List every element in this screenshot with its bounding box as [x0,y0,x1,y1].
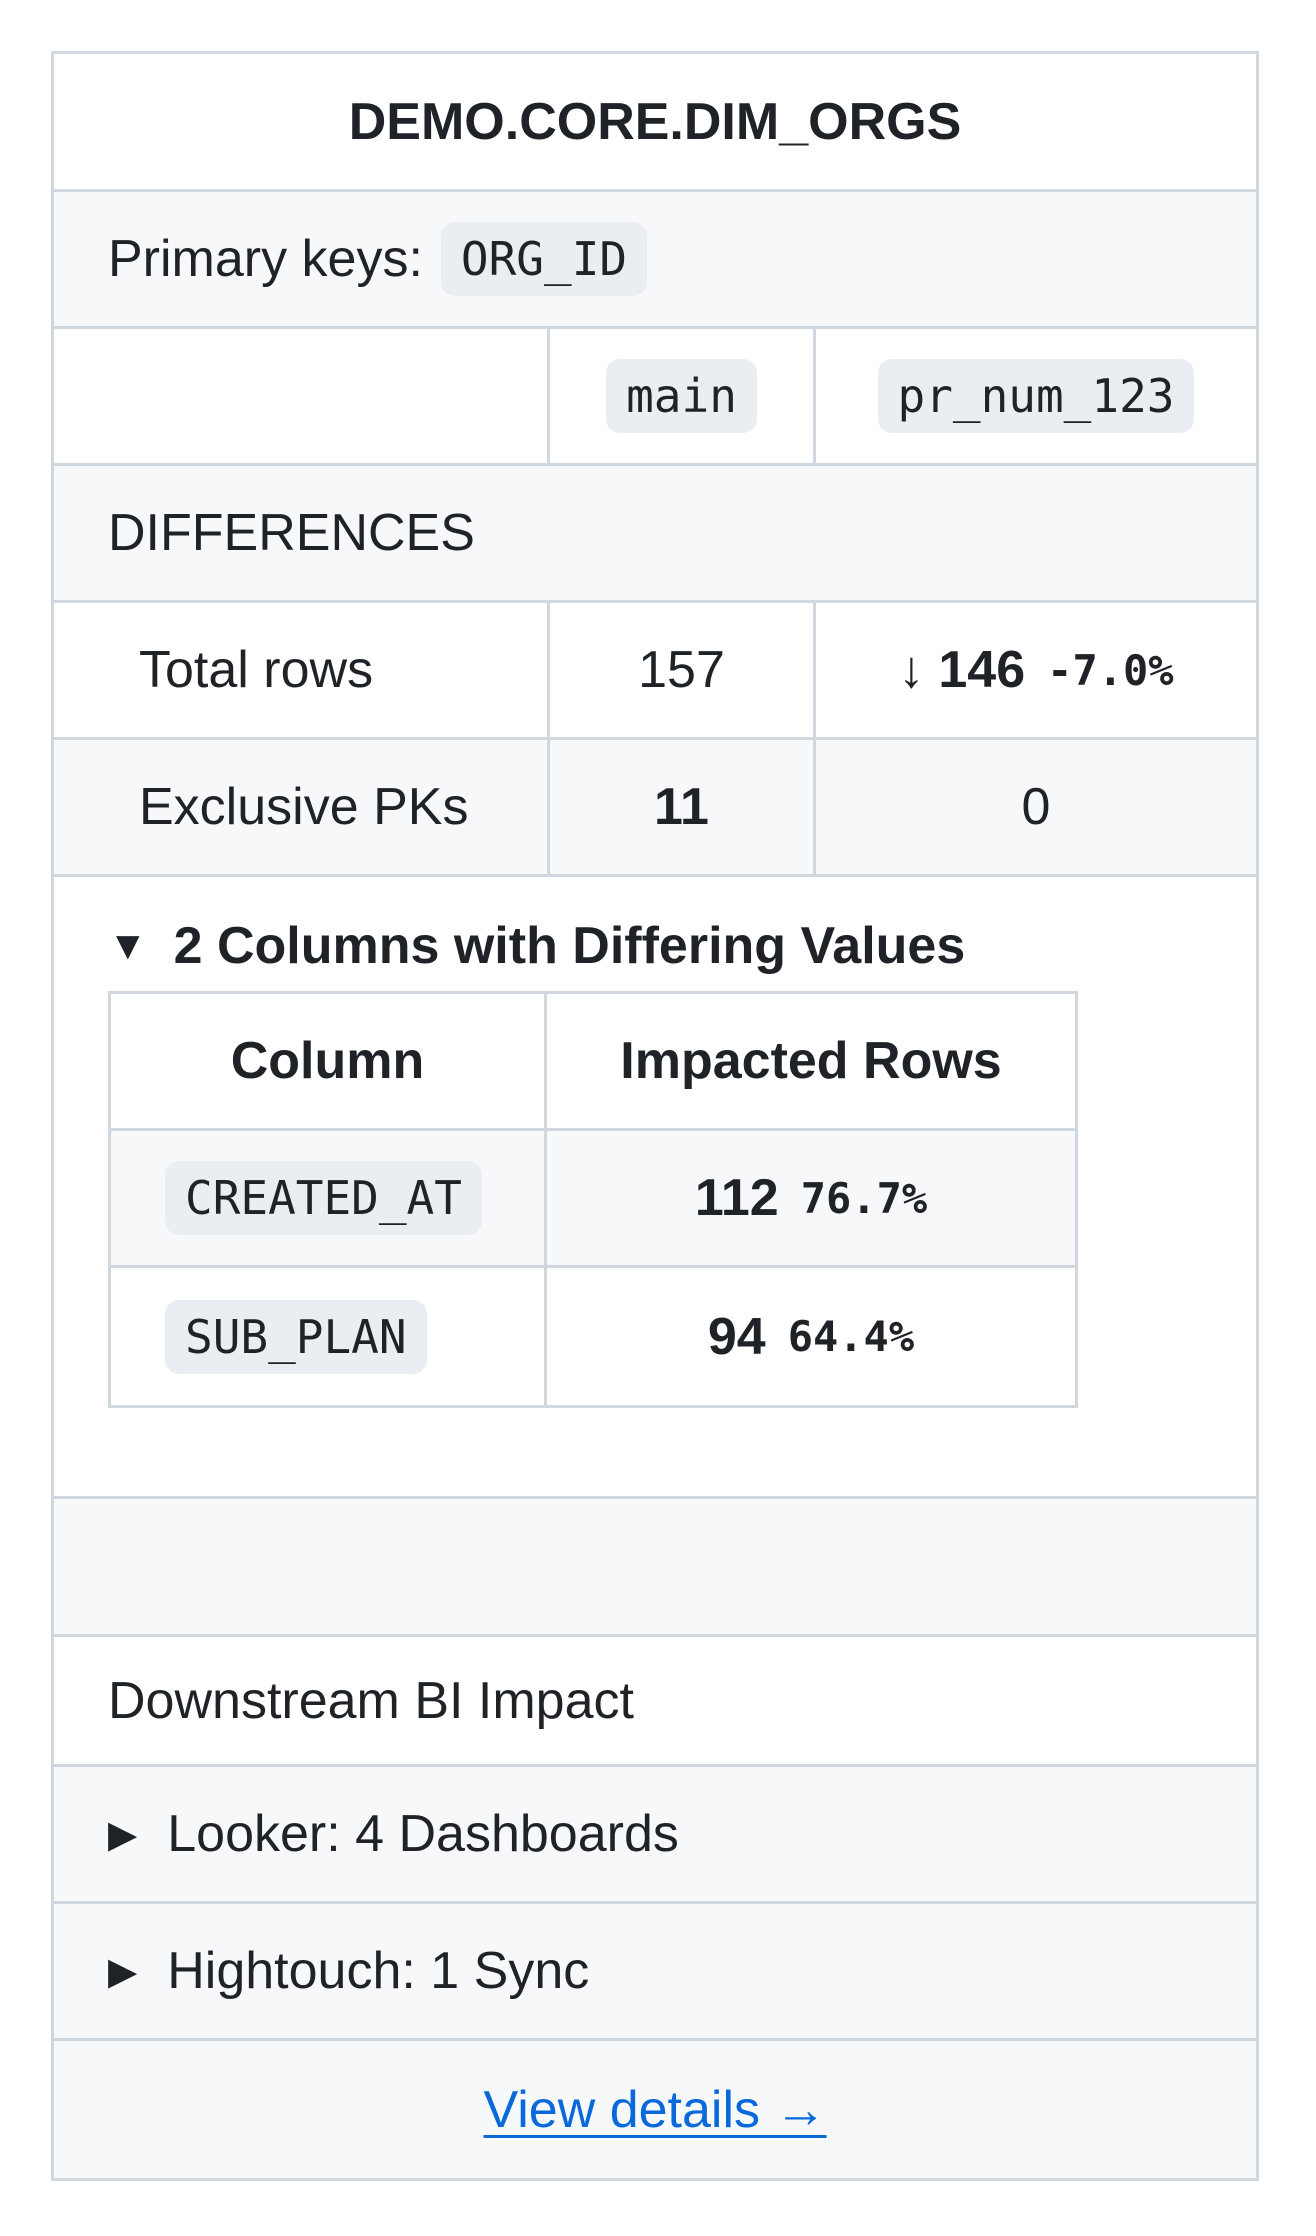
compare-branch-cell: pr_num_123 [816,329,1256,463]
total-rows-label: Total rows [54,603,550,737]
exclusive-pks-base: 11 [550,740,816,874]
compare-branch-code: pr_num_123 [877,359,1195,433]
branch-header-row: main pr_num_123 [54,329,1256,466]
column-name-cell: CREATED_AT [111,1131,547,1265]
impacted-count: 94 [707,1307,766,1366]
spacer-row [54,1499,1256,1637]
total-rows-row: Total rows 157 ↓ 146 -7.0% [54,603,1256,740]
columns-summary-toggle[interactable]: ▼ 2 Columns with Differing Values [108,911,1256,981]
impacted-rows-header: Impacted Rows [620,1032,1002,1090]
impacted-percent: 76.7% [800,1173,928,1223]
table-row: SUB_PLAN 94 64.4% [111,1268,1075,1405]
diff-summary-card: DEMO.CORE.DIM_ORGS Primary keys: ORG_ID … [51,51,1259,2181]
column-header: Column [111,994,547,1128]
looker-label: Looker: 4 Dashboards [167,1805,679,1863]
exclusive-pks-row: Exclusive PKs 11 0 [54,740,1256,877]
exclusive-pks-label: Exclusive PKs [54,740,550,874]
triangle-right-icon: ▶ [108,1950,138,1993]
column-name-code: SUB_PLAN [165,1299,427,1374]
base-branch-code: main [606,359,757,433]
triangle-right-icon: ▶ [108,1813,138,1856]
total-rows-base: 157 [550,603,816,737]
impacted-rows-cell: 112 76.7% [547,1131,1075,1265]
exclusive-pks-compare: 0 [1021,778,1051,836]
table-title-row: DEMO.CORE.DIM_ORGS [54,54,1256,192]
impacted-percent: 64.4% [787,1312,915,1361]
hightouch-expander[interactable]: ▶ Hightouch: 1 Sync [54,1904,1256,2041]
columns-section: ▼ 2 Columns with Differing Values Column… [54,877,1256,1499]
total-rows-delta: -7.0% [1047,645,1174,695]
differing-columns-table: Column Impacted Rows CREATED_AT 112 76.7… [108,991,1078,1408]
impacted-count: 112 [694,1169,779,1227]
table-title: DEMO.CORE.DIM_ORGS [348,92,962,151]
base-branch-cell: main [550,329,816,463]
view-details-link[interactable]: View details → [483,2080,827,2139]
impacted-rows-cell: 94 64.4% [547,1268,1075,1405]
view-details-row: View details → [54,2041,1256,2178]
table-row: CREATED_AT 112 76.7% [111,1131,1075,1268]
looker-expander[interactable]: ▶ Looker: 4 Dashboards [54,1767,1256,1904]
columns-summary-label: 2 Columns with Differing Values [173,917,966,975]
column-name-code: CREATED_AT [165,1161,482,1235]
total-rows-compare: 146 [938,641,1026,699]
bi-impact-heading: Downstream BI Impact [108,1671,634,1730]
differences-heading-row: DIFFERENCES [54,466,1256,603]
hightouch-label: Hightouch: 1 Sync [167,1942,590,2000]
arrow-down-icon: ↓ [898,641,925,699]
bi-impact-heading-row: Downstream BI Impact [54,1637,1256,1767]
triangle-down-icon: ▼ [108,923,148,968]
total-rows-compare-cell: ↓ 146 -7.0% [816,603,1256,737]
differences-heading: DIFFERENCES [108,504,475,562]
empty-header-cell [54,329,550,463]
primary-keys-row: Primary keys: ORG_ID [54,192,1256,329]
primary-keys-label: Primary keys: [108,230,423,288]
table-header-row: Column Impacted Rows [111,994,1075,1131]
column-name-cell: SUB_PLAN [111,1268,547,1405]
primary-key-code: ORG_ID [440,222,648,296]
